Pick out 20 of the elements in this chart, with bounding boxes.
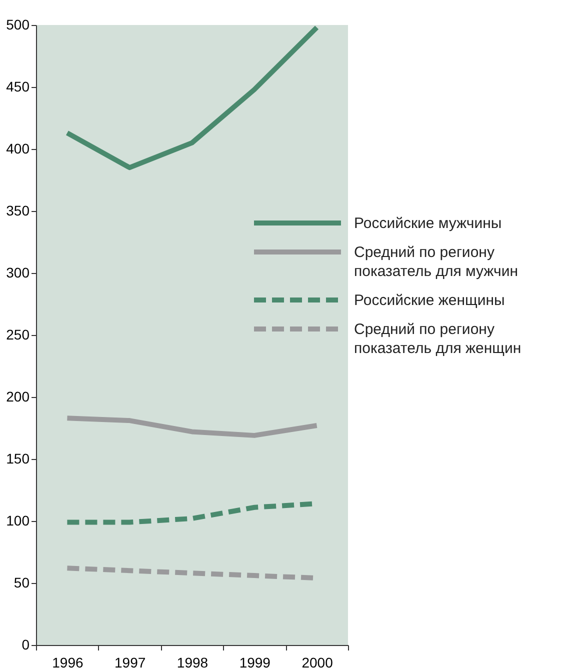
y-tick-label: 100 (6, 512, 30, 528)
text: Средний по региону показатель для мужчин (354, 244, 518, 280)
y-tick-label: 500 (6, 16, 30, 32)
x-tick-label: 1998 (176, 654, 208, 670)
x-tick-label: 1997 (114, 654, 146, 670)
text: Российские женщины (354, 292, 505, 309)
y-tick-label: 200 (6, 388, 30, 404)
y-tick-label: 350 (6, 202, 30, 218)
text: Средний по региону показатель для женщин (354, 321, 522, 357)
y-tick-label: 50 (14, 574, 30, 590)
y-tick-label: 450 (6, 78, 30, 94)
x-tick-label: 1999 (239, 654, 271, 670)
x-tick-label: 2000 (302, 654, 334, 670)
y-tick-label: 250 (6, 326, 30, 342)
y-tick-label: 0 (22, 636, 30, 652)
y-tick-label: 150 (6, 450, 30, 466)
text: Российские мужчины (354, 215, 502, 232)
y-tick-label: 300 (6, 264, 30, 280)
y-tick-label: 400 (6, 140, 30, 156)
x-tick-label: 1996 (52, 654, 84, 670)
